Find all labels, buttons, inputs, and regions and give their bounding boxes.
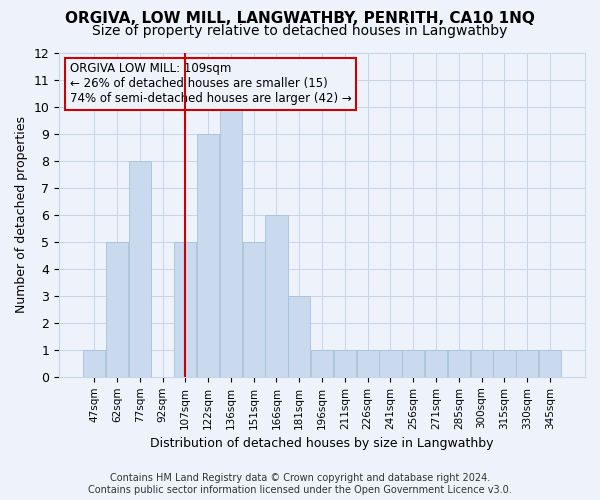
Bar — [197, 134, 219, 377]
Bar — [516, 350, 538, 377]
Text: Size of property relative to detached houses in Langwathby: Size of property relative to detached ho… — [92, 24, 508, 38]
Bar — [220, 106, 242, 377]
Bar — [334, 350, 356, 377]
Bar — [470, 350, 493, 377]
Bar — [265, 214, 287, 377]
Bar — [425, 350, 447, 377]
Bar — [311, 350, 333, 377]
Bar — [356, 350, 379, 377]
Text: ORGIVA, LOW MILL, LANGWATHBY, PENRITH, CA10 1NQ: ORGIVA, LOW MILL, LANGWATHBY, PENRITH, C… — [65, 11, 535, 26]
Bar — [379, 350, 401, 377]
Bar — [106, 242, 128, 377]
Bar — [402, 350, 424, 377]
Bar — [242, 242, 265, 377]
Bar — [493, 350, 515, 377]
Bar — [128, 160, 151, 377]
Y-axis label: Number of detached properties: Number of detached properties — [15, 116, 28, 313]
Text: ORGIVA LOW MILL: 109sqm
← 26% of detached houses are smaller (15)
74% of semi-de: ORGIVA LOW MILL: 109sqm ← 26% of detache… — [70, 62, 352, 105]
X-axis label: Distribution of detached houses by size in Langwathby: Distribution of detached houses by size … — [151, 437, 494, 450]
Bar — [448, 350, 470, 377]
Bar — [174, 242, 196, 377]
Bar — [83, 350, 105, 377]
Text: Contains HM Land Registry data © Crown copyright and database right 2024.
Contai: Contains HM Land Registry data © Crown c… — [88, 474, 512, 495]
Bar — [539, 350, 561, 377]
Bar — [288, 296, 310, 377]
